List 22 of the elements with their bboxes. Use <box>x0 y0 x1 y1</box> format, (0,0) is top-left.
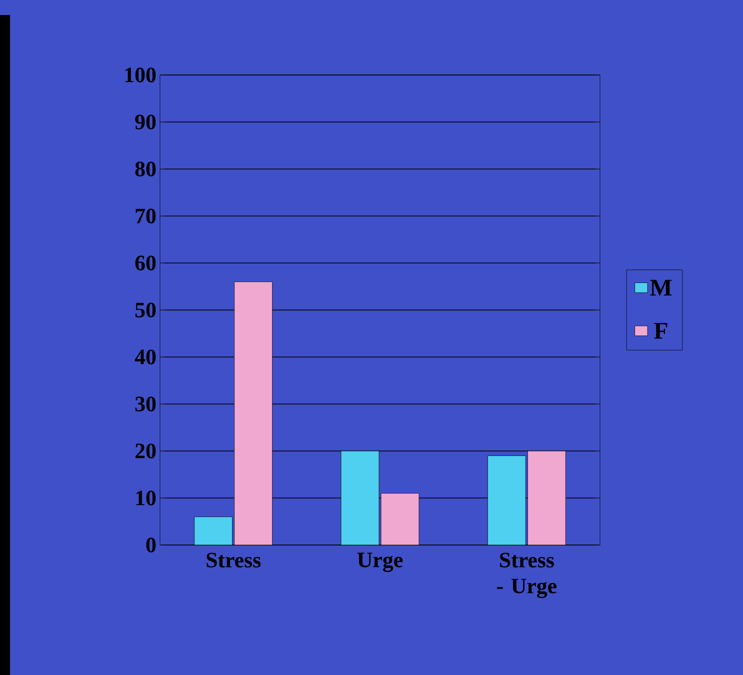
y-tick-label: 20 <box>135 444 156 458</box>
x-tick-label: Stress - Urge <box>497 552 557 598</box>
y-tick-label: 100 <box>125 68 156 82</box>
y-tick-label: 50 <box>135 302 156 318</box>
bar <box>380 493 420 545</box>
y-tick-label: 60 <box>135 256 156 270</box>
bar <box>487 456 526 545</box>
bar <box>340 450 380 545</box>
x-tick-label: Stress <box>206 552 261 568</box>
y-tick-label: 10 <box>136 490 156 506</box>
y-tick-label: 70 <box>136 208 156 224</box>
legend-label: M <box>650 280 672 296</box>
y-tick-label: 40 <box>134 350 156 364</box>
y-tick-label: 0 <box>146 538 156 552</box>
legend-label: F <box>654 322 668 339</box>
bar <box>234 282 273 545</box>
bar <box>527 450 566 545</box>
y-tick-label: 80 <box>135 162 156 176</box>
bar <box>194 516 233 545</box>
y-tick-label: 90 <box>135 114 156 130</box>
x-tick-label: Urge <box>357 552 403 572</box>
y-tick-label: 30 <box>135 396 156 412</box>
